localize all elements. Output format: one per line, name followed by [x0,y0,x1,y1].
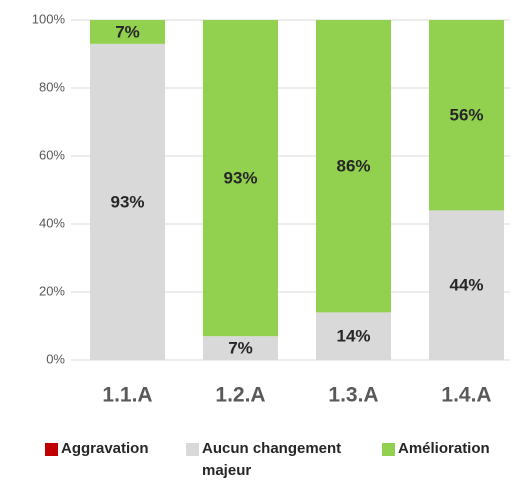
x-tick-label: 1.2.A [215,384,265,407]
bar-segment [203,20,278,337]
x-tick-label: 1.3.A [328,384,378,407]
data-label: 86% [336,157,370,176]
legend-item: Aggravation [45,438,185,460]
x-tick-label: 1.4.A [441,384,491,407]
y-tick-label: 60% [39,147,65,162]
data-label: 7% [228,339,253,358]
x-tick-label: 1.1.A [102,384,152,407]
y-tick-label: 100% [32,11,66,26]
bar-segment [90,43,165,361]
data-label: 7% [115,22,140,41]
data-label: 56% [449,106,483,125]
y-tick-label: 20% [39,283,65,298]
legend-swatch [45,443,58,456]
bar-segment [203,336,278,360]
bar-segment [316,312,391,360]
bar-segment [429,210,504,360]
y-tick-label: 0% [46,351,65,366]
legend-item: Aucun changement majeur [186,438,371,482]
legend-swatch [186,443,199,456]
legend-label: Aggravation [61,440,149,457]
bar-segment [90,20,165,44]
legend-label: Aucun changement majeur [202,440,342,479]
bar-segment [316,20,391,313]
data-label: 44% [449,276,483,295]
y-tick-label: 40% [39,215,65,230]
legend-item: Amélioration [382,438,528,460]
data-label: 93% [110,192,144,211]
data-label: 14% [336,327,370,346]
data-label: 93% [223,169,257,188]
legend-label: Amélioration [398,440,490,457]
legend-swatch [382,443,395,456]
y-tick-label: 80% [39,79,65,94]
bar-segment [429,20,504,211]
